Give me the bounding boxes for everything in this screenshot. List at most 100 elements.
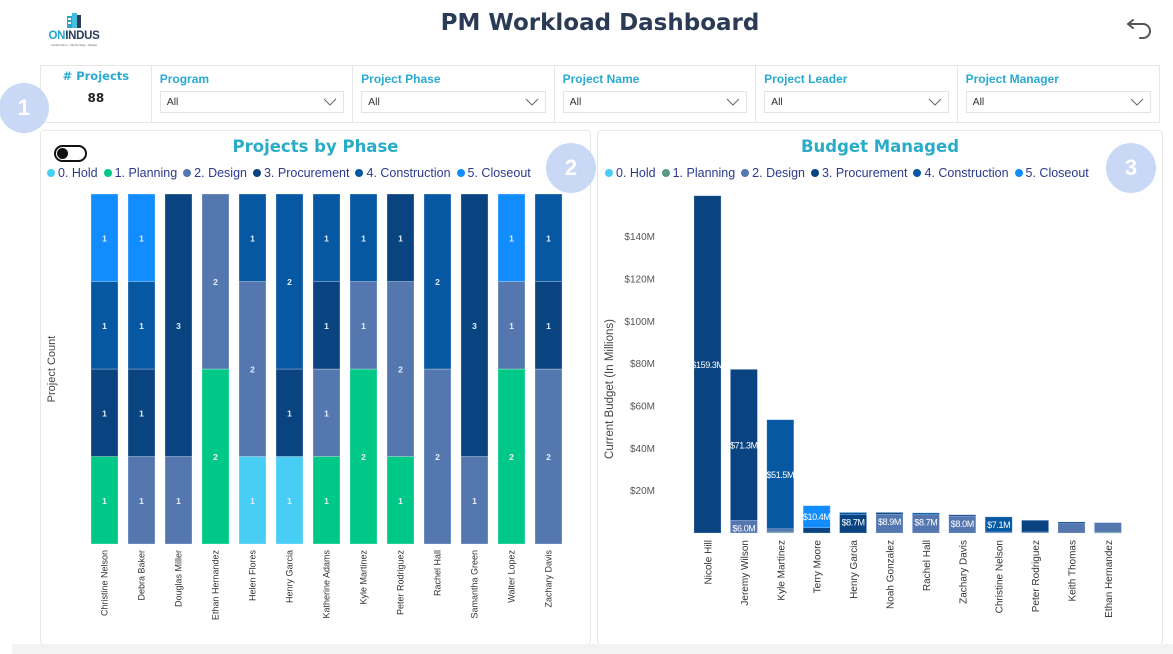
bar-segment-5-closeout[interactable] xyxy=(497,193,526,282)
bar-segment-1-planning[interactable] xyxy=(349,368,378,545)
bar-segment-1-planning[interactable] xyxy=(201,368,230,545)
bar-stack-rachel-hall[interactable]: 22 xyxy=(423,193,452,545)
view-toggle-switch[interactable] xyxy=(54,145,87,162)
bar-segment-3-procurement[interactable] xyxy=(693,195,722,534)
legend-label: 4. Construction xyxy=(924,166,1009,180)
bar-stack-christine-nelson[interactable]: $7.1M xyxy=(984,516,1013,534)
project-phase-dropdown[interactable]: All xyxy=(361,91,546,113)
bar-stack-jeremy-wilson[interactable]: $6.0M $71.3M xyxy=(730,369,758,534)
bar-segment-2-design[interactable] xyxy=(1057,523,1086,534)
bar-stack-nicole-hill[interactable]: $159.3M xyxy=(691,195,724,534)
bar-segment-2-design[interactable] xyxy=(238,281,267,457)
bar-stack-peter-rodriguez[interactable] xyxy=(1021,519,1049,534)
logo-brand-indus: INDUS xyxy=(65,30,100,42)
bar-stack-helen-flores[interactable]: 1 2 1 xyxy=(238,193,267,545)
bar-segment-1-planning[interactable] xyxy=(90,456,119,545)
bar-segment-3-procurement[interactable] xyxy=(875,512,904,515)
bar-segment-3-procurement[interactable] xyxy=(460,193,489,457)
back-button[interactable] xyxy=(1124,10,1158,42)
bar-stack-walter-lopez[interactable]: 2 1 1 xyxy=(497,193,526,545)
bar-stack-zachary-davis[interactable]: 2 1 1 xyxy=(534,193,563,545)
bar-segment-3-procurement[interactable] xyxy=(312,281,341,370)
bar-stack-noah-gonzalez[interactable]: $8.9M xyxy=(875,512,904,534)
bar-segment-3-procurement[interactable] xyxy=(802,527,831,534)
bar-segment-1-planning[interactable] xyxy=(386,456,415,545)
bar-stack-debra-baker[interactable]: 1 1 1 1 xyxy=(127,193,156,545)
bar-segment-5-closeout[interactable] xyxy=(802,505,831,529)
bar-segment-4-construction[interactable] xyxy=(912,512,940,515)
bar-stack-christine-nelson[interactable]: 1 1 1 1 xyxy=(90,193,119,545)
bar-segment-4-construction[interactable] xyxy=(423,193,452,370)
bar-segment-3-procurement[interactable] xyxy=(1057,521,1086,524)
legend-item-0-hold[interactable]: 0. Hold xyxy=(47,166,98,180)
bar-stack-terry-moore[interactable]: $10.4M xyxy=(802,505,831,534)
bar-segment-2-design[interactable] xyxy=(497,281,526,370)
bar-segment-1-planning[interactable] xyxy=(312,456,341,545)
bar-segment-3-procurement[interactable] xyxy=(1021,519,1049,533)
bar-segment-2-design[interactable] xyxy=(534,368,563,545)
legend-item-3-procurement[interactable]: 3. Procurement xyxy=(810,166,907,180)
project-leader-dropdown[interactable]: All xyxy=(764,91,949,113)
x-tick-label: Terry Moore xyxy=(813,540,824,594)
bar-segment-4-construction[interactable] xyxy=(534,193,563,282)
bar-segment-4-construction[interactable] xyxy=(238,193,267,282)
bar-segment-2-design[interactable] xyxy=(312,368,341,457)
bar-stack-zachary-davis[interactable]: $8.0M xyxy=(948,514,977,534)
legend-item-4-construction[interactable]: 4. Construction xyxy=(913,166,1009,180)
bar-segment-0-hold[interactable] xyxy=(238,456,267,545)
program-dropdown[interactable]: All xyxy=(159,91,345,113)
bar-segment-3-procurement[interactable] xyxy=(90,368,119,457)
bar-segment-3-procurement[interactable] xyxy=(164,193,193,457)
data-label: 1 xyxy=(139,496,144,506)
bar-segment-4-construction[interactable] xyxy=(839,512,867,515)
legend-item-1-planning[interactable]: 1. Planning xyxy=(103,166,177,180)
bar-stack-peter-rodriguez[interactable]: 1 2 1 xyxy=(386,193,415,545)
bar-segment-0-hold[interactable] xyxy=(275,456,304,545)
bar-segment-4-construction[interactable] xyxy=(349,193,378,282)
bar-stack-kyle-martinez[interactable]: $51.5M xyxy=(766,419,795,534)
project-manager-dropdown[interactable]: All xyxy=(965,91,1152,113)
bar-segment-3-procurement[interactable] xyxy=(386,193,415,282)
bar-segment-3-procurement[interactable] xyxy=(948,514,977,517)
bar-segment-5-closeout[interactable] xyxy=(127,193,156,282)
legend-item-5-closeout[interactable]: 5. Closeout xyxy=(1014,166,1089,180)
project-name-dropdown[interactable]: All xyxy=(562,91,748,113)
bar-stack-katherine-adams[interactable]: 1 1 1 1 xyxy=(312,193,341,545)
bar-segment-2-design[interactable] xyxy=(127,456,156,545)
bar-segment-5-closeout[interactable] xyxy=(90,193,119,282)
bar-stack-rachel-hall[interactable]: $8.7M xyxy=(912,512,940,534)
legend-item-2-design[interactable]: 2. Design xyxy=(183,166,247,180)
bar-segment-4-construction[interactable] xyxy=(984,516,1013,533)
bar-stack-keith-thomas[interactable] xyxy=(1057,521,1086,534)
bar-stack-douglas-miller[interactable]: 13 xyxy=(164,193,193,545)
bar-segment-4-construction[interactable] xyxy=(312,193,341,282)
bar-segment-4-construction[interactable] xyxy=(275,193,304,370)
bar-stack-kyle-martinez[interactable]: 2 1 1 xyxy=(349,193,378,545)
bar-segment-2-design[interactable] xyxy=(164,456,193,545)
bar-stack-samantha-green[interactable]: 13 xyxy=(460,193,489,545)
bar-stack-ethan-hernandez[interactable]: 22 xyxy=(201,193,230,545)
data-label: 1 xyxy=(509,321,514,331)
bar-stack-henry-garcia[interactable]: $8.7M xyxy=(839,512,867,534)
bar-segment-2-design[interactable] xyxy=(766,528,795,533)
bar-segment-4-construction[interactable] xyxy=(90,281,119,370)
bar-segment-2-design[interactable] xyxy=(1094,522,1122,533)
x-tick-label: Debra Baker xyxy=(137,550,147,601)
bar-segment-2-design[interactable] xyxy=(386,281,415,457)
bar-segment-4-construction[interactable] xyxy=(127,281,156,370)
bar-segment-4-construction[interactable] xyxy=(766,419,795,530)
data-label: 1 xyxy=(250,496,255,506)
bar-segment-2-design[interactable] xyxy=(730,519,758,534)
bar-segment-3-procurement[interactable] xyxy=(730,369,758,521)
legend-item-4-construction[interactable]: 4. Construction xyxy=(355,166,451,180)
bar-stack-henry-garcia[interactable]: 1 1 2 xyxy=(275,193,304,545)
legend-item-0-hold[interactable]: 0. Hold xyxy=(605,166,656,180)
legend-item-3-procurement[interactable]: 3. Procurement xyxy=(252,166,349,180)
legend-item-2-design[interactable]: 2. Design xyxy=(741,166,805,180)
x-tick-label: Nicole Hill xyxy=(704,540,715,584)
legend-item-5-closeout[interactable]: 5. Closeout xyxy=(456,166,531,180)
bar-segment-2-design[interactable] xyxy=(201,193,230,370)
legend-item-1-planning[interactable]: 1. Planning xyxy=(661,166,735,180)
bar-segment-3-procurement[interactable] xyxy=(127,368,156,457)
bar-stack-ethan-hernandez[interactable] xyxy=(1094,522,1122,534)
